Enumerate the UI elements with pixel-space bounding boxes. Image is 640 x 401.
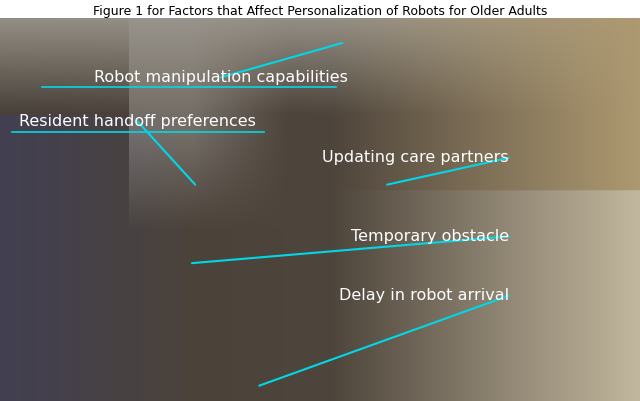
- Text: Updating care partners: Updating care partners: [322, 150, 509, 165]
- Text: Robot manipulation capabilities: Robot manipulation capabilities: [94, 70, 348, 85]
- Text: Temporary obstacle: Temporary obstacle: [351, 229, 509, 244]
- Text: Resident handoff preferences: Resident handoff preferences: [19, 114, 256, 129]
- Text: Delay in robot arrival: Delay in robot arrival: [339, 288, 509, 303]
- Text: Figure 1 for Factors that Affect Personalization of Robots for Older Adults: Figure 1 for Factors that Affect Persona…: [93, 5, 547, 18]
